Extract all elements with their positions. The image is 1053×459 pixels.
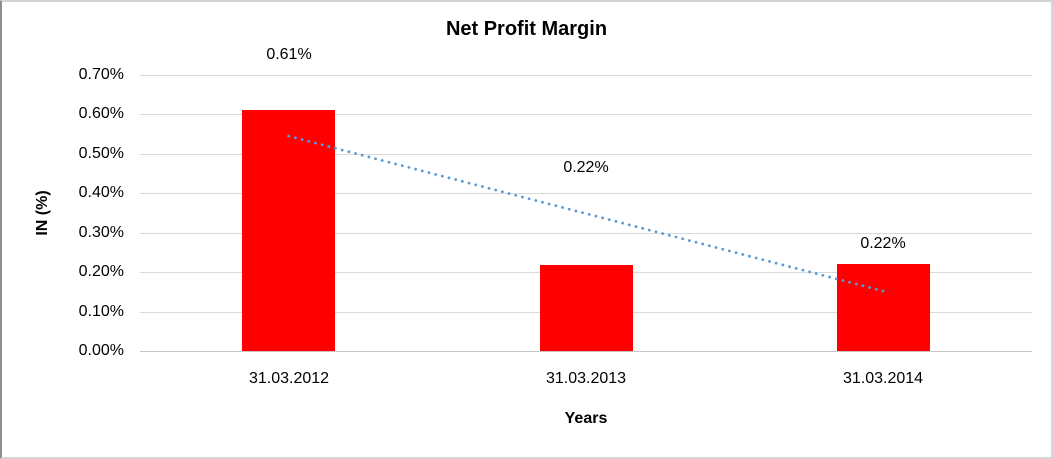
y-axis-tick-label: 0.20% bbox=[78, 263, 124, 280]
y-axis-tick-label: 0.50% bbox=[78, 145, 124, 162]
bar-31.03.2012 bbox=[242, 110, 335, 351]
x-axis-tick-label: 31.03.2012 bbox=[248, 370, 330, 387]
y-axis-tick-label: 0.70% bbox=[78, 66, 124, 83]
y-axis-tick-label: 0.00% bbox=[78, 342, 124, 359]
gridline bbox=[140, 351, 1032, 352]
y-axis-tick-label: 0.30% bbox=[78, 224, 124, 241]
data-label: 0.22% bbox=[860, 235, 906, 252]
y-axis-tick-label: 0.60% bbox=[78, 105, 124, 122]
x-axis-title: Years bbox=[564, 410, 608, 427]
gridline bbox=[140, 75, 1032, 76]
chart-title: Net Profit Margin bbox=[445, 18, 608, 40]
y-axis-tick-label: 0.40% bbox=[78, 184, 124, 201]
x-axis-tick-label: 31.03.2013 bbox=[545, 370, 627, 387]
bar-31.03.2014 bbox=[837, 264, 930, 351]
y-axis-tick-label: 0.10% bbox=[78, 303, 124, 320]
bar-31.03.2013 bbox=[540, 265, 633, 351]
data-label: 0.22% bbox=[563, 159, 609, 176]
gridline bbox=[140, 114, 1032, 115]
x-axis-tick-label: 31.03.2014 bbox=[842, 370, 924, 387]
data-label: 0.61% bbox=[266, 46, 312, 63]
